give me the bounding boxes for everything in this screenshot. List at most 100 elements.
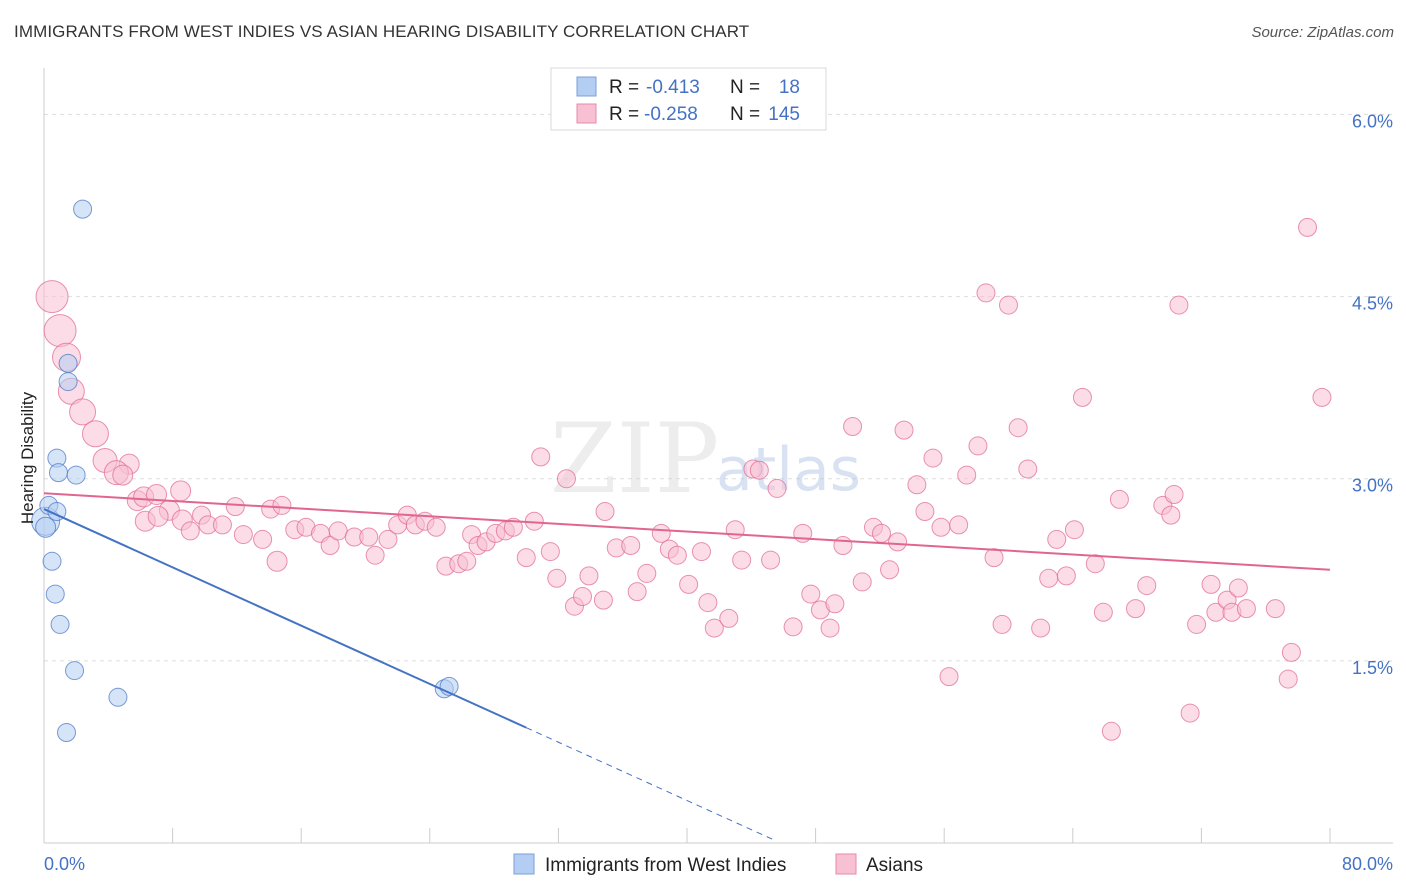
asians-point-96 bbox=[923, 448, 943, 468]
west-indies-point-4 bbox=[73, 199, 93, 219]
asians-point-53 bbox=[531, 447, 551, 467]
asians-point-29 bbox=[266, 550, 288, 572]
asians-point-65 bbox=[637, 563, 657, 583]
asians-point-31 bbox=[320, 536, 340, 555]
bottom-legend-west-indies: Immigrants from West Indies bbox=[545, 855, 786, 876]
asians-point-21 bbox=[212, 515, 232, 535]
asians-point-112 bbox=[1072, 387, 1092, 407]
asians-point-22 bbox=[225, 497, 245, 517]
legend-r-value-2: -0.258 bbox=[644, 104, 698, 125]
asians-point-69 bbox=[679, 574, 699, 594]
asians-point-95 bbox=[915, 502, 935, 521]
asians-point-101 bbox=[976, 283, 996, 303]
asians-point-71 bbox=[698, 593, 718, 613]
asians-point-58 bbox=[573, 587, 593, 606]
data-points bbox=[31, 199, 1332, 742]
asians-point-93 bbox=[894, 420, 914, 440]
asians-point-111 bbox=[1064, 520, 1084, 540]
asians-point-85 bbox=[825, 594, 845, 614]
west-indies-point-15 bbox=[57, 723, 77, 742]
asians-point-72 bbox=[704, 618, 724, 638]
watermark-atlas: atlas bbox=[716, 435, 861, 505]
asians-point-109 bbox=[1047, 529, 1067, 549]
asians-point-61 bbox=[595, 502, 615, 521]
west-indies-trend-extension bbox=[526, 727, 776, 842]
asians-point-84 bbox=[820, 618, 840, 638]
asians-point-51 bbox=[516, 548, 536, 568]
asians-point-60 bbox=[593, 590, 613, 610]
asians-point-131 bbox=[1236, 599, 1256, 619]
watermark-zip: ZIP bbox=[550, 403, 719, 515]
legend-n-label-2: N = bbox=[730, 104, 760, 125]
correlation-legend: R = -0.413 N = 18 R = -0.258 N = 145 bbox=[550, 67, 827, 131]
asians-point-1 bbox=[43, 314, 77, 348]
asians-point-5 bbox=[81, 420, 109, 448]
asians-point-98 bbox=[949, 515, 969, 535]
asians-point-107 bbox=[1031, 618, 1051, 638]
asians-point-73 bbox=[719, 608, 739, 628]
asians-point-34 bbox=[359, 527, 379, 547]
asians-point-123 bbox=[1169, 295, 1189, 315]
asians-point-59 bbox=[579, 566, 599, 586]
asians-point-0 bbox=[35, 280, 69, 314]
source-label: Source: ZipAtlas.com bbox=[1251, 24, 1394, 41]
y-axis-label: Hearing Disability bbox=[18, 391, 37, 524]
asians-point-106 bbox=[1018, 459, 1038, 479]
asians-point-88 bbox=[852, 572, 872, 592]
asians-point-116 bbox=[1101, 721, 1121, 741]
asians-point-35 bbox=[365, 545, 385, 565]
asians-point-126 bbox=[1201, 574, 1221, 594]
chart-title: IMMIGRANTS FROM WEST INDIES VS ASIAN HEA… bbox=[14, 22, 750, 41]
asians-point-110 bbox=[1056, 566, 1076, 586]
legend-r-label-2: R = bbox=[609, 104, 639, 125]
legend-n-value-1: 18 bbox=[779, 77, 800, 98]
asians-point-26 bbox=[272, 495, 292, 515]
asians-point-92 bbox=[888, 532, 908, 552]
asians-point-78 bbox=[761, 550, 781, 570]
asians-point-104 bbox=[999, 295, 1018, 315]
west-indies-point-10 bbox=[42, 551, 62, 571]
asians-point-86 bbox=[833, 536, 853, 555]
west-indies-point-13 bbox=[65, 661, 85, 681]
asians-point-68 bbox=[667, 545, 687, 565]
asians-point-80 bbox=[783, 617, 803, 637]
west-indies-point-11 bbox=[45, 584, 65, 604]
asians-point-64 bbox=[627, 582, 647, 602]
west-indies-point-14 bbox=[108, 687, 128, 707]
asians-point-135 bbox=[1297, 217, 1317, 237]
axes: 1.5% 3.0% 4.5% 6.0% bbox=[43, 68, 1393, 844]
y-tick-label-1: 3.0% bbox=[1352, 476, 1393, 496]
asians-point-115 bbox=[939, 667, 959, 687]
asians-point-54 bbox=[540, 542, 560, 562]
x-tick-right: 80.0% bbox=[1342, 854, 1393, 874]
asians-point-24 bbox=[253, 529, 273, 549]
asians-point-103 bbox=[992, 614, 1012, 634]
asians-point-50 bbox=[503, 517, 523, 537]
series-legend: Immigrants from West Indies Asians bbox=[513, 853, 923, 876]
legend-r-value-1: -0.413 bbox=[646, 77, 700, 98]
asians-point-114 bbox=[1093, 602, 1113, 622]
asians-point-99 bbox=[957, 465, 977, 485]
west-indies-point-9 bbox=[66, 465, 86, 485]
asians-point-125 bbox=[1187, 614, 1207, 634]
asians-point-4 bbox=[69, 398, 97, 426]
asians-point-133 bbox=[1278, 669, 1298, 689]
west-indies-point-12 bbox=[50, 614, 70, 634]
legend-n-value-2: 145 bbox=[768, 104, 800, 125]
asians-point-94 bbox=[907, 475, 927, 495]
asians-trend-line bbox=[43, 492, 1331, 571]
y-tick-label-0: 1.5% bbox=[1352, 658, 1393, 678]
legend-swatch-west-indies bbox=[576, 76, 597, 97]
west-indies-point-5 bbox=[58, 353, 78, 373]
asians-point-97 bbox=[931, 517, 951, 537]
x-tick-left: 0.0% bbox=[44, 854, 85, 874]
asians-point-18 bbox=[180, 521, 200, 541]
asians-point-56 bbox=[556, 469, 576, 489]
asians-point-66 bbox=[651, 523, 671, 543]
asians-point-41 bbox=[426, 517, 446, 537]
asians-point-36 bbox=[378, 529, 398, 549]
asians-point-136 bbox=[1312, 387, 1332, 407]
grid bbox=[44, 113, 1393, 662]
bottom-legend-swatch-west-indies bbox=[513, 853, 535, 875]
